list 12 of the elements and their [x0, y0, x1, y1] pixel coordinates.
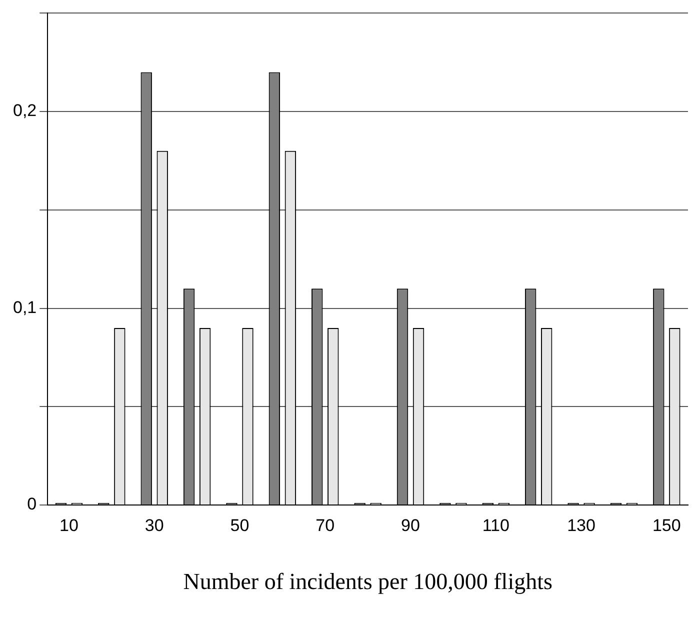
y-tick-label: 0,1	[12, 298, 37, 317]
x-tick-label: 150	[652, 516, 681, 535]
y-tick-label: 0	[27, 494, 37, 514]
x-tick-label: 30	[144, 516, 164, 535]
x-tick-label: 130	[567, 516, 596, 535]
x-tick-label: 70	[316, 516, 335, 535]
x-tick-label: 90	[401, 516, 420, 535]
x-tick-label: 110	[482, 516, 510, 535]
x-tick-label: 50	[230, 516, 250, 535]
x-tick-label: 10	[60, 516, 78, 535]
x-axis-title: Number of incidents per 100,000 flights	[183, 569, 552, 594]
y-tick-label: 0,2	[12, 101, 37, 120]
